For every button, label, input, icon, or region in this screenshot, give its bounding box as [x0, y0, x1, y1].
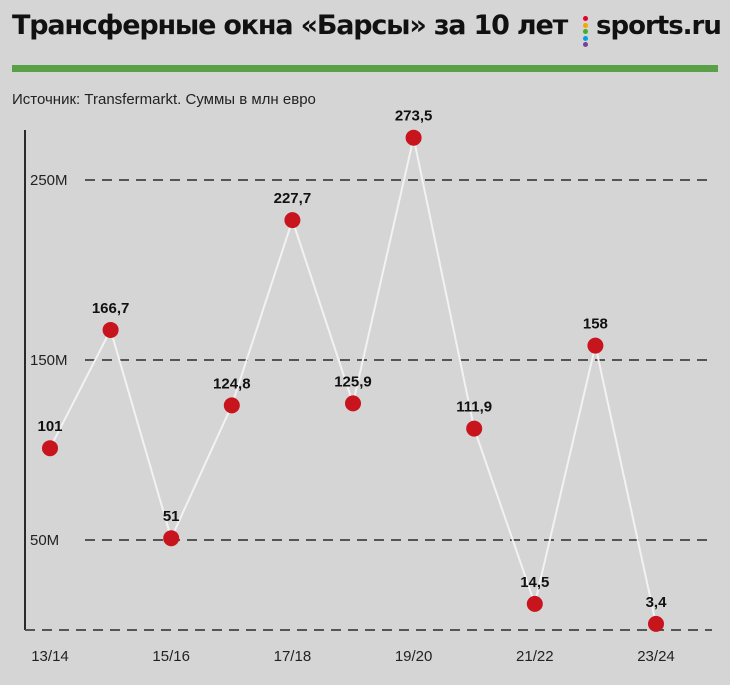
brand-dots-icon	[583, 16, 591, 49]
data-point	[284, 212, 301, 229]
data-label: 14,5	[520, 574, 549, 591]
data-label: 101	[37, 418, 62, 435]
data-label: 111,9	[456, 399, 492, 416]
data-label: 273,5	[395, 108, 433, 125]
data-point	[345, 395, 361, 412]
brand-dot	[583, 22, 588, 28]
y-tick-label: 250M	[30, 172, 68, 189]
chart-axes	[24, 130, 712, 631]
data-label: 3,4	[646, 594, 668, 611]
data-point	[648, 615, 664, 632]
data-label: 166,7	[92, 300, 130, 317]
chart-grid	[85, 179, 712, 541]
data-label: 125,9	[334, 373, 372, 390]
y-tick-labels: 50M 150M 250M	[30, 172, 68, 549]
x-tick-label: 21/22	[516, 648, 554, 665]
x-tick-label: 13/14	[31, 648, 69, 665]
accent-bar	[12, 65, 718, 72]
x-tick-label: 15/16	[152, 648, 190, 665]
data-point	[102, 321, 119, 338]
x-tick-label: 23/24	[637, 648, 675, 665]
data-labels: 101 166,7 51 124,8 227,7 125,9 273,5 111,9 14,5 1…	[37, 108, 667, 611]
data-point	[223, 397, 240, 414]
data-point	[466, 420, 483, 437]
data-point	[405, 129, 422, 146]
data-point	[587, 337, 604, 354]
y-tick-label: 50M	[30, 532, 59, 549]
y-tick-label: 150M	[30, 352, 68, 369]
data-label: 51	[163, 508, 180, 525]
data-point	[42, 440, 58, 457]
x-tick-label: 17/18	[274, 648, 312, 665]
brand-dot	[583, 35, 588, 41]
page-title: Трансферные окна «Барсы» за 10 лет	[12, 10, 568, 41]
data-label: 227,7	[274, 190, 312, 207]
data-label: 124,8	[213, 375, 251, 392]
data-label: 158	[583, 316, 608, 333]
data-point	[526, 595, 543, 612]
brand-dot	[583, 16, 588, 21]
brand-logo[interactable]: sports.ru	[596, 11, 722, 41]
brand-dot	[583, 42, 588, 47]
series-markers	[42, 129, 664, 632]
brand-dot	[583, 29, 588, 34]
x-tick-label: 19/20	[395, 648, 433, 665]
x-tick-labels: 13/14 15/16 17/18 19/20 21/22 23/24	[31, 648, 675, 665]
source-note: Источник: Transfermarkt. Суммы в млн евр…	[12, 91, 316, 108]
data-point	[163, 530, 180, 547]
